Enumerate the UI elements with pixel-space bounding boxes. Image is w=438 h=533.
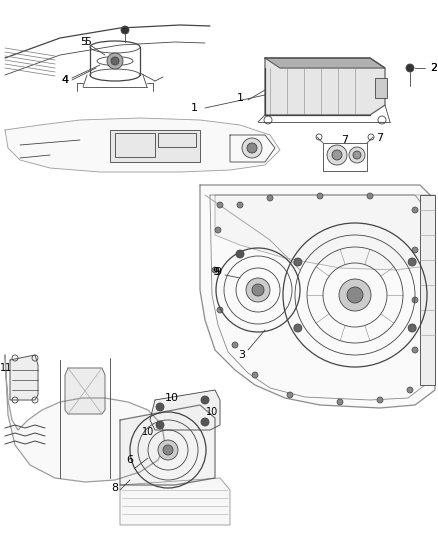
Circle shape bbox=[201, 396, 209, 404]
Text: 4: 4 bbox=[61, 75, 69, 85]
Circle shape bbox=[412, 297, 418, 303]
Circle shape bbox=[412, 347, 418, 353]
Circle shape bbox=[201, 418, 209, 426]
Text: 1: 1 bbox=[191, 103, 198, 113]
Circle shape bbox=[246, 278, 270, 302]
Circle shape bbox=[408, 258, 416, 266]
Circle shape bbox=[232, 342, 238, 348]
Bar bbox=[110, 130, 200, 162]
Circle shape bbox=[215, 227, 221, 233]
Polygon shape bbox=[10, 355, 38, 400]
Polygon shape bbox=[150, 390, 220, 430]
Circle shape bbox=[107, 53, 123, 69]
Polygon shape bbox=[265, 58, 385, 115]
Circle shape bbox=[287, 392, 293, 398]
Text: 1: 1 bbox=[237, 93, 244, 103]
Text: 9: 9 bbox=[215, 267, 222, 277]
Polygon shape bbox=[200, 185, 435, 408]
Circle shape bbox=[236, 250, 244, 258]
Text: 7: 7 bbox=[376, 133, 384, 143]
Text: 10: 10 bbox=[165, 393, 179, 403]
Bar bbox=[115, 133, 155, 157]
Circle shape bbox=[332, 150, 342, 160]
Circle shape bbox=[156, 403, 164, 411]
Circle shape bbox=[158, 440, 178, 460]
Circle shape bbox=[407, 387, 413, 393]
Circle shape bbox=[337, 399, 343, 405]
Circle shape bbox=[156, 421, 164, 429]
Circle shape bbox=[347, 287, 363, 303]
Circle shape bbox=[237, 202, 243, 208]
Text: 7: 7 bbox=[342, 135, 349, 145]
Text: 9: 9 bbox=[212, 267, 219, 277]
Polygon shape bbox=[65, 368, 105, 414]
Circle shape bbox=[111, 57, 119, 65]
Circle shape bbox=[327, 145, 347, 165]
Text: 4: 4 bbox=[61, 75, 69, 85]
Circle shape bbox=[242, 138, 262, 158]
Text: 5: 5 bbox=[81, 37, 88, 47]
Text: 10: 10 bbox=[206, 407, 218, 417]
Circle shape bbox=[252, 284, 264, 296]
Text: 2: 2 bbox=[430, 63, 437, 73]
Text: 3: 3 bbox=[239, 350, 246, 360]
Text: 11: 11 bbox=[0, 363, 12, 373]
Text: 10: 10 bbox=[142, 427, 154, 437]
Circle shape bbox=[267, 195, 273, 201]
Circle shape bbox=[406, 64, 414, 72]
Bar bbox=[323, 143, 367, 171]
Bar bbox=[420, 195, 435, 385]
Circle shape bbox=[294, 258, 302, 266]
Circle shape bbox=[212, 267, 218, 273]
Bar bbox=[158, 133, 196, 147]
Text: 2: 2 bbox=[430, 63, 437, 73]
Polygon shape bbox=[120, 405, 215, 485]
Circle shape bbox=[294, 324, 302, 332]
Circle shape bbox=[217, 202, 223, 208]
Circle shape bbox=[412, 207, 418, 213]
Circle shape bbox=[353, 151, 361, 159]
Circle shape bbox=[349, 147, 365, 163]
Text: 6: 6 bbox=[127, 455, 134, 465]
Circle shape bbox=[247, 143, 257, 153]
Circle shape bbox=[163, 445, 173, 455]
Circle shape bbox=[121, 26, 129, 34]
Circle shape bbox=[217, 307, 223, 313]
Circle shape bbox=[412, 247, 418, 253]
Circle shape bbox=[252, 372, 258, 378]
Text: 8: 8 bbox=[111, 483, 119, 493]
Text: 5: 5 bbox=[85, 37, 92, 47]
Polygon shape bbox=[265, 58, 385, 68]
Polygon shape bbox=[5, 355, 165, 482]
Circle shape bbox=[339, 279, 371, 311]
Circle shape bbox=[367, 193, 373, 199]
Circle shape bbox=[377, 397, 383, 403]
Bar bbox=[375, 78, 387, 98]
Circle shape bbox=[408, 324, 416, 332]
Circle shape bbox=[317, 193, 323, 199]
Polygon shape bbox=[215, 195, 435, 270]
Polygon shape bbox=[120, 478, 230, 525]
Polygon shape bbox=[5, 118, 280, 172]
